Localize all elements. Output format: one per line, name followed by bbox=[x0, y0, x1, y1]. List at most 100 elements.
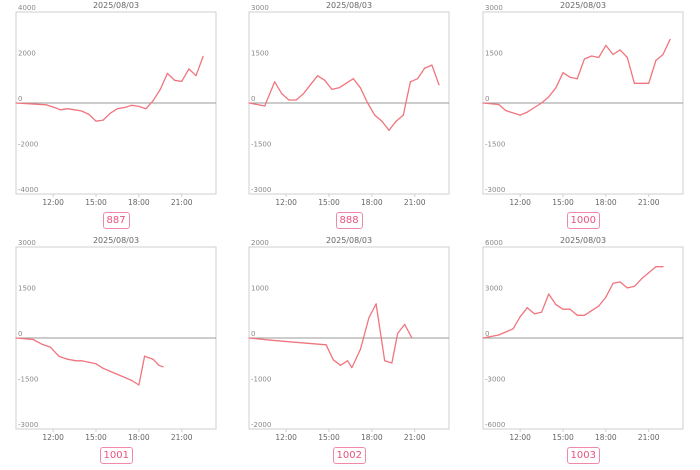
data-point bbox=[505, 109, 507, 112]
data-point bbox=[569, 76, 571, 78]
chart-id-badge[interactable]: 1003 bbox=[566, 447, 600, 464]
data-point bbox=[583, 314, 586, 316]
y-tick-label: 4000 bbox=[18, 4, 36, 12]
data-point bbox=[145, 108, 147, 110]
data-point bbox=[309, 84, 312, 86]
data-point bbox=[338, 87, 340, 89]
data-point bbox=[416, 78, 419, 80]
data-point bbox=[359, 87, 362, 89]
data-point bbox=[619, 281, 621, 283]
data-point bbox=[366, 102, 369, 104]
data-point bbox=[526, 111, 528, 113]
data-point bbox=[424, 67, 426, 69]
series-line bbox=[248, 64, 440, 131]
y-tick-label: 0 bbox=[18, 95, 22, 103]
data-point bbox=[152, 100, 154, 102]
data-point bbox=[264, 105, 266, 107]
x-tick-label: 15:00 bbox=[318, 433, 340, 442]
data-point bbox=[512, 328, 514, 330]
data-point bbox=[66, 358, 69, 360]
data-point bbox=[562, 308, 564, 310]
x-tick-label: 18:00 bbox=[595, 198, 617, 207]
data-point bbox=[388, 129, 390, 131]
data-point bbox=[368, 316, 370, 319]
chart-title: 2025/08/03 bbox=[93, 236, 139, 245]
data-point bbox=[181, 80, 183, 82]
data-point bbox=[159, 88, 161, 90]
data-point bbox=[173, 79, 176, 81]
chart-svg: 2025/08/03 2000 1000 0 -1000 -2000 12:00 15:00 1… bbox=[248, 236, 450, 442]
data-point bbox=[75, 360, 77, 362]
data-point bbox=[655, 59, 657, 62]
chart-id-badge[interactable]: 1001 bbox=[99, 447, 133, 464]
data-point bbox=[109, 370, 111, 372]
data-point bbox=[339, 364, 342, 366]
data-point bbox=[583, 58, 586, 60]
data-point bbox=[123, 106, 126, 109]
x-tick-label: 12:00 bbox=[42, 198, 64, 207]
data-point bbox=[533, 106, 536, 109]
data-point bbox=[295, 99, 297, 101]
data-point bbox=[81, 110, 83, 112]
data-point bbox=[95, 120, 97, 122]
chart-svg: 2025/08/03 3000 1500 0 -1500 -3000 12:00 15:00 1… bbox=[248, 1, 450, 207]
data-point bbox=[648, 82, 650, 84]
y-tick-label: -1000 bbox=[251, 376, 271, 384]
y-tick-label: 6000 bbox=[485, 239, 503, 247]
data-point bbox=[202, 55, 204, 57]
data-point bbox=[626, 287, 628, 289]
x-tick-label: 21:00 bbox=[171, 198, 193, 207]
data-point bbox=[109, 112, 111, 114]
x-tick-label: 21:00 bbox=[638, 433, 660, 442]
x-tick-label: 12:00 bbox=[509, 433, 531, 442]
data-point bbox=[374, 114, 376, 116]
data-point bbox=[482, 337, 484, 339]
data-point bbox=[605, 44, 607, 46]
x-tick-label: 15:00 bbox=[552, 198, 574, 207]
y-tick-label: 0 bbox=[485, 95, 489, 103]
data-point bbox=[640, 278, 643, 280]
x-tick-label: 12:00 bbox=[509, 198, 531, 207]
chart-title: 2025/08/03 bbox=[326, 236, 372, 245]
x-tick-label: 21:00 bbox=[404, 198, 426, 207]
data-point bbox=[102, 119, 104, 121]
series-line bbox=[482, 39, 671, 116]
data-point bbox=[662, 266, 664, 268]
x-tick-label: 21:00 bbox=[638, 198, 660, 207]
chart-panel: 2025/08/03 3000 1500 0 -1500 -3000 12:00 15:00 1… bbox=[233, 0, 467, 235]
data-point bbox=[576, 78, 578, 80]
y-tick-label: 0 bbox=[485, 330, 489, 338]
chart-svg: 2025/08/03 3000 1500 0 -1500 -3000 12:00 15:00 1… bbox=[15, 236, 217, 442]
series-line bbox=[248, 303, 413, 369]
y-tick-label: -4000 bbox=[18, 186, 38, 194]
chart-id-badge[interactable]: 888 bbox=[335, 212, 363, 229]
data-point bbox=[411, 337, 413, 339]
data-point bbox=[540, 311, 543, 313]
data-point bbox=[498, 334, 500, 336]
y-tick-label: -3000 bbox=[18, 421, 38, 429]
chart-id-badge[interactable]: 1002 bbox=[332, 447, 366, 464]
data-point bbox=[143, 355, 146, 357]
y-tick-label: -1500 bbox=[251, 141, 271, 149]
data-point bbox=[81, 360, 83, 362]
data-point bbox=[540, 102, 543, 104]
data-point bbox=[332, 359, 334, 361]
data-point bbox=[188, 68, 190, 70]
chart-id-badge[interactable]: 887 bbox=[102, 212, 130, 229]
y-tick-label: -3000 bbox=[485, 186, 505, 194]
data-point bbox=[352, 78, 354, 80]
data-point bbox=[288, 99, 290, 101]
data-point bbox=[526, 307, 528, 309]
chart-id-badge[interactable]: 1000 bbox=[566, 212, 600, 229]
data-point bbox=[548, 293, 550, 295]
y-tick-label: 1500 bbox=[485, 50, 503, 58]
data-point bbox=[598, 305, 600, 307]
y-tick-label: 3000 bbox=[18, 239, 36, 247]
data-point bbox=[633, 285, 636, 288]
x-tick-label: 18:00 bbox=[361, 433, 383, 442]
data-point bbox=[548, 96, 550, 98]
y-tick-label: 2000 bbox=[251, 239, 269, 247]
x-tick-label: 15:00 bbox=[85, 433, 107, 442]
data-point bbox=[248, 102, 250, 104]
y-tick-label: 1000 bbox=[251, 285, 269, 293]
